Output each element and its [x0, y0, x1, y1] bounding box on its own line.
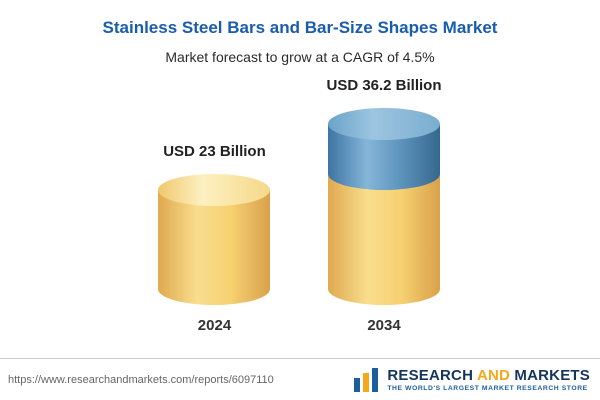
researchandmarkets-logo: RESEARCH AND MARKETS THE WORLD'S LARGEST… [353, 367, 590, 393]
cylinder-2034-blue-segment [328, 108, 440, 190]
footer: https://www.researchandmarkets.com/repor… [0, 358, 600, 400]
logo-tagline: THE WORLD'S LARGEST MARKET RESEARCH STOR… [387, 384, 588, 392]
category-label-2024: 2024 [197, 317, 232, 334]
category-label-2034: 2034 [367, 317, 401, 334]
cylinder-top-2024 [158, 174, 271, 206]
cylinder-2034 [328, 108, 440, 305]
logo-wordmark: RESEARCH AND MARKETS [387, 368, 590, 383]
chart-title: Stainless Steel Bars and Bar-Size Shapes… [102, 18, 498, 37]
logo-word-and: AND [476, 366, 511, 384]
cylinder-2034-yellow-segment [328, 174, 440, 305]
researchandmarkets-logo-mark [354, 367, 379, 392]
bar-group-2024: USD 23 Billion 2024 [158, 143, 271, 334]
bar-chart: USD 23 Billion 2024 USD 36.2 Billion 203… [0, 69, 600, 334]
logo-word-markets: MARKETS [514, 366, 590, 384]
cylinder-top-2034 [328, 108, 440, 140]
source-url[interactable]: https://www.researchandmarkets.com/repor… [8, 373, 274, 386]
bar-group-2034: USD 36.2 Billion 2034 [326, 77, 441, 334]
chart-header: Stainless Steel Bars and Bar-Size Shapes… [0, 0, 600, 65]
value-label-2024: USD 23 Billion [163, 143, 266, 160]
value-label-2034: USD 36.2 Billion [326, 77, 442, 94]
logo-text: RESEARCH AND MARKETS THE WORLD'S LARGEST… [387, 368, 590, 392]
chart-subtitle: Market forecast to grow at a CAGR of 4.5… [165, 49, 435, 65]
cylinder-2024 [158, 174, 271, 305]
logo-word-research: RESEARCH [387, 366, 474, 384]
